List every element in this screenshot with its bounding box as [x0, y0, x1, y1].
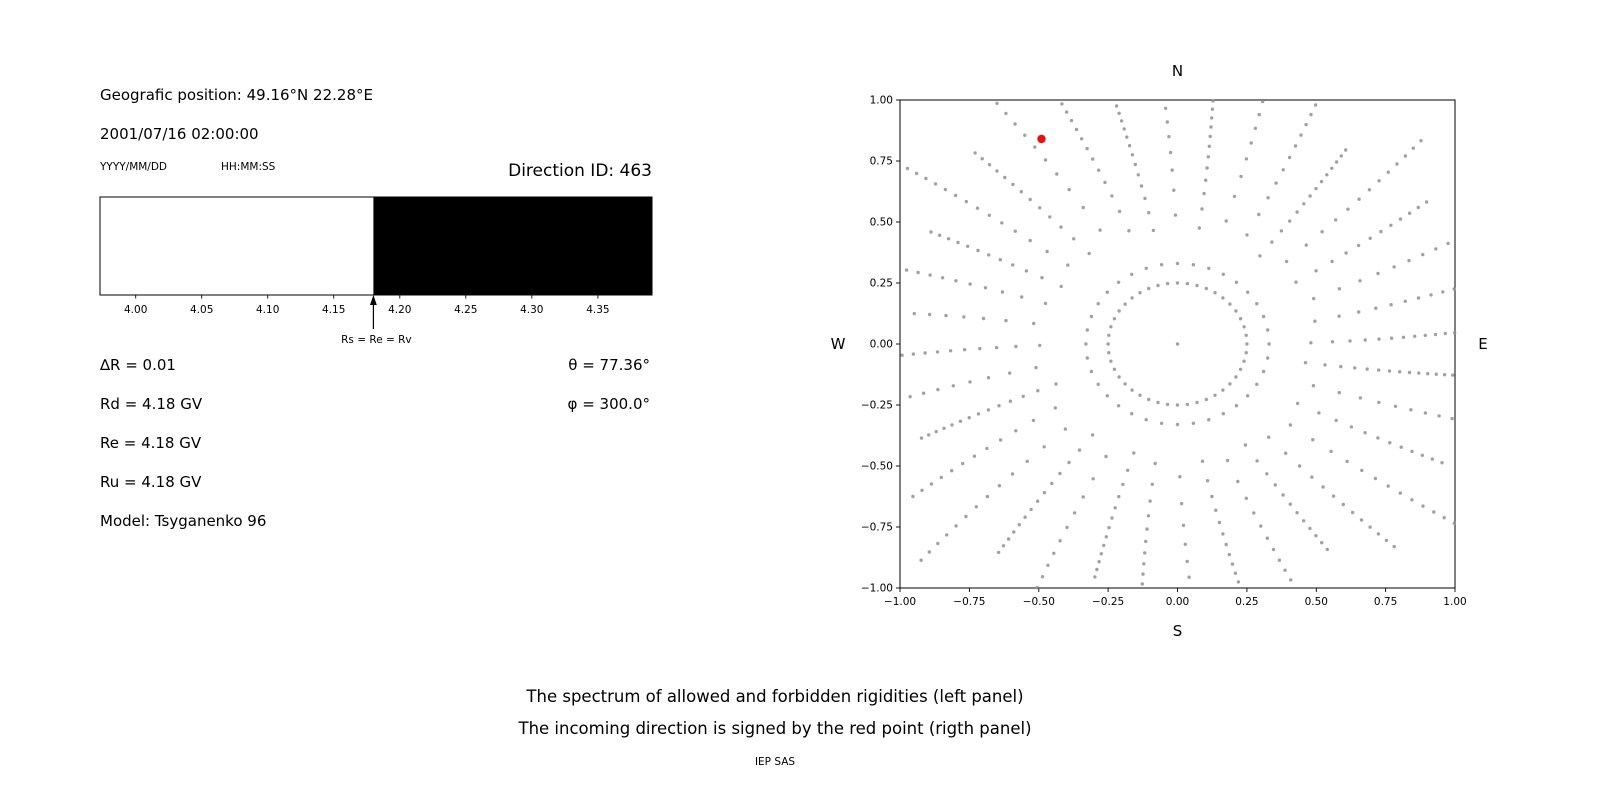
model-label: Model: Tsyganenko 96: [100, 512, 267, 530]
rd-value: Rd = 4.18 GV: [100, 395, 203, 413]
incoming-direction-red-point: [1037, 134, 1046, 144]
y-ticks: −1.00 −0.75 −0.50 −0.25 0.00 0.25 0.50 0.75 1.00: [861, 95, 900, 595]
credit-label: IEP SAS: [754, 756, 796, 768]
svg-text:0.00: 0.00: [870, 339, 893, 351]
svg-text:−1.00: −1.00: [884, 596, 916, 608]
svg-text:0.75: 0.75: [870, 156, 893, 168]
phi-value: φ = 300.0°: [567, 395, 650, 413]
x-ticks: −1.00 −0.75 −0.50 −0.25 0.00 0.25 0.50 0.75 1.00: [884, 588, 1467, 608]
svg-text:4.15: 4.15: [322, 304, 345, 316]
datetime-label: 2001/07/16 02:00:00: [100, 125, 259, 143]
delta-r-value: ∆R = 0.01: [100, 356, 176, 374]
re-value: Re = 4.18 GV: [100, 434, 202, 452]
svg-text:0.25: 0.25: [870, 278, 893, 290]
svg-text:4.00: 4.00: [124, 304, 147, 316]
svg-text:0.00: 0.00: [1166, 596, 1189, 608]
svg-text:4.10: 4.10: [256, 304, 279, 316]
svg-text:4.25: 4.25: [454, 304, 477, 316]
svg-text:−0.25: −0.25: [861, 400, 893, 412]
svg-text:−0.75: −0.75: [953, 596, 985, 608]
spectrum-x-ticks: 4.00 4.05 4.10 4.15 4.20 4.25 4.30 4.35: [124, 295, 610, 316]
svg-text:0.75: 0.75: [1374, 596, 1397, 608]
time-format-label: HH:MM:SS: [221, 161, 276, 173]
rigidity-spectrum-chart: 4.00 4.05 4.10 4.15 4.20 4.25 4.30 4.35 Rs = Re …: [99, 196, 653, 346]
svg-text:4.35: 4.35: [586, 304, 609, 316]
svg-text:0.50: 0.50: [1305, 596, 1328, 608]
svg-text:1.00: 1.00: [870, 95, 893, 107]
svg-text:4.05: 4.05: [190, 304, 213, 316]
compass-south-label: S: [1173, 622, 1183, 640]
compass-west-label: W: [831, 335, 846, 353]
svg-text:0.50: 0.50: [870, 217, 893, 229]
cutoff-arrow-label: Rs = Re = Rv: [341, 334, 412, 346]
spectrum-segments: [100, 197, 652, 295]
svg-text:4.20: 4.20: [388, 304, 411, 316]
compass-north-label: N: [1172, 62, 1183, 80]
cutoff-arrow: Rs = Re = Rv: [341, 295, 412, 346]
svg-text:−0.25: −0.25: [1092, 596, 1124, 608]
date-format-label: YYYY/MM/DD: [100, 161, 168, 173]
svg-text:4.30: 4.30: [520, 304, 543, 316]
caption-line-1: The spectrum of allowed and forbidden ri…: [526, 687, 1024, 706]
svg-text:1.00: 1.00: [1443, 596, 1466, 608]
direction-scatter-chart: −1.00 −0.75 −0.50 −0.25 0.00 0.25 0.50 0.75 1.00…: [831, 62, 1488, 640]
svg-text:−0.75: −0.75: [861, 522, 893, 534]
theta-value: θ = 77.36°: [568, 356, 650, 374]
geographic-position-label: Geografic position: 49.16°N 22.28°E: [100, 86, 373, 104]
svg-text:−0.50: −0.50: [861, 461, 893, 473]
caption-line-2: The incoming direction is signed by the …: [518, 719, 1032, 738]
svg-text:0.25: 0.25: [1235, 596, 1258, 608]
svg-text:−0.50: −0.50: [1023, 596, 1055, 608]
direction-id-label: Direction ID: 463: [508, 161, 652, 181]
asymptotic-direction-dots: [900, 99, 1457, 590]
ru-value: Ru = 4.18 GV: [100, 473, 202, 491]
spectrum-frame: [99, 196, 653, 296]
svg-text:−1.00: −1.00: [861, 583, 893, 595]
compass-east-label: E: [1478, 335, 1487, 353]
